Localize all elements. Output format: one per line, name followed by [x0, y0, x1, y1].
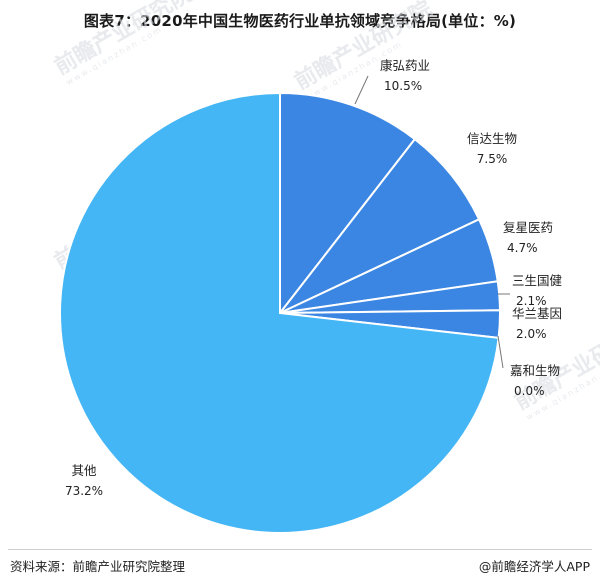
- slice-name-label: 华兰基因: [512, 306, 562, 321]
- pie-slice-1: [279, 137, 481, 314]
- pie-slice-0: [279, 91, 417, 316]
- pie-slices: [58, 91, 501, 534]
- slice-name-label: 三生国健: [512, 273, 563, 288]
- pie-slice-6: [58, 91, 500, 534]
- chart-title: 图表7：2020年中国生物医药行业单抗领域竞争格局(单位：%): [83, 12, 517, 30]
- leader-line-5: [497, 335, 504, 369]
- source-note: 资料来源：前瞻产业研究院整理: [10, 559, 186, 574]
- slice-value-label: 2.0%: [516, 327, 547, 341]
- slice-value-label: 2.1%: [516, 294, 547, 308]
- slice-name-label: 信达生物: [467, 131, 517, 146]
- slice-name-label: 嘉和生物: [510, 363, 560, 378]
- leader-lines: [354, 75, 510, 369]
- slice-value-label: 7.5%: [477, 152, 508, 166]
- footer-divider: [8, 549, 592, 550]
- slice-value-label: 73.2%: [65, 484, 103, 498]
- slice-value-label: 0.0%: [514, 384, 545, 398]
- slice-labels: 康弘药业 10.5% 信达生物 7.5% 复星医药 4.7% 三生国健 2.1%华兰基因 2.0…: [65, 58, 563, 498]
- slice-name-label: 康弘药业: [380, 58, 430, 73]
- credit-note: @前瞻经济学人APP: [478, 559, 590, 574]
- svg-text:前瞻产业研究院: 前瞻产业研究院: [50, 0, 196, 80]
- slice-value-label: 10.5%: [384, 79, 422, 93]
- slice-name-label: 其他: [71, 463, 97, 478]
- slice-value-label: 4.7%: [507, 241, 538, 255]
- leader-line-0: [354, 75, 369, 105]
- slice-name-label: 复星医药: [503, 220, 553, 235]
